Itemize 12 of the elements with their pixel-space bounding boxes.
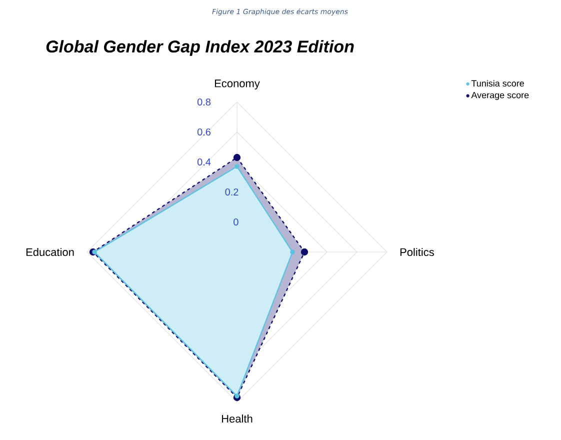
chart-title: Global Gender Gap Index 2023 Edition bbox=[46, 40, 354, 56]
y-tick-label: 0.6 bbox=[197, 128, 211, 136]
y-tick-label: 0.8 bbox=[197, 98, 211, 106]
text: Tunisia score bbox=[471, 80, 524, 87]
spoke-label: Education bbox=[26, 248, 74, 256]
y-tick-label: 0 bbox=[234, 218, 238, 226]
spoke-label: Health bbox=[222, 414, 252, 423]
spoke-label: Politics bbox=[400, 248, 434, 256]
y-tick-label: 0.2 bbox=[225, 188, 238, 196]
text: Average score bbox=[471, 92, 529, 100]
y-tick-label: 0.4 bbox=[197, 158, 211, 166]
spoke-label: Economy bbox=[214, 80, 260, 90]
